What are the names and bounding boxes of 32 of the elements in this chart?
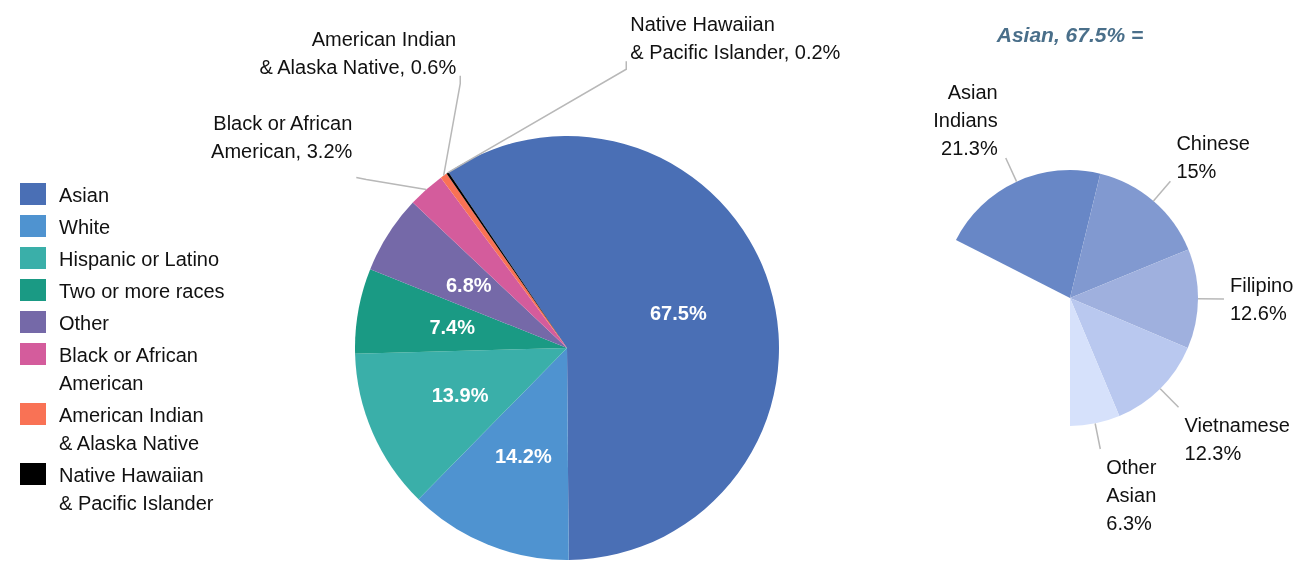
data-label: 13.9% xyxy=(431,383,489,406)
data-label: American Indian & Alaska Native, 0.6% xyxy=(259,27,457,78)
slice-label: Chinese xyxy=(1176,132,1250,155)
pie-slice xyxy=(355,269,567,354)
legend-label: Native Hawaiian & Pacific Islander xyxy=(59,464,214,514)
legend-label: American Indian & Alaska Native xyxy=(59,404,204,454)
pie-slice xyxy=(370,202,567,348)
chart-title: Asian, 67.5% = xyxy=(995,23,1144,46)
pie-slice xyxy=(418,348,569,560)
data-label: Black or African American, 3.2% xyxy=(211,111,353,162)
data-label: 7.4% xyxy=(429,316,476,339)
data-label: Native Hawaiian & Pacific Islander, 0.2% xyxy=(630,13,841,64)
slice-label: Asian Indians xyxy=(933,81,998,132)
slice-label: Filipino xyxy=(1230,273,1294,296)
slice-label: Other Asian xyxy=(1106,455,1157,506)
legend-label: Black or African American xyxy=(59,344,198,394)
data-label: 15% xyxy=(1176,160,1217,183)
legend-label: Two or more races xyxy=(59,280,225,302)
data-label: 67.5% xyxy=(650,302,707,325)
legend-label: Asian xyxy=(59,184,110,206)
data-label: 21.3% xyxy=(941,137,998,160)
data-label: 12.3% xyxy=(1184,442,1242,465)
data-label: 12.6% xyxy=(1230,301,1287,324)
pie-slice xyxy=(412,177,567,348)
data-label: 14.2% xyxy=(494,445,552,468)
legend-label: Other xyxy=(59,312,110,334)
pie-slice xyxy=(355,348,567,500)
legend-label: White xyxy=(59,216,111,238)
slice-label: Vietnamese xyxy=(1184,414,1290,437)
legend-label: Hispanic or Latino xyxy=(59,248,220,270)
data-label: 6.3% xyxy=(1106,511,1153,534)
data-label: 6.8% xyxy=(445,274,492,297)
